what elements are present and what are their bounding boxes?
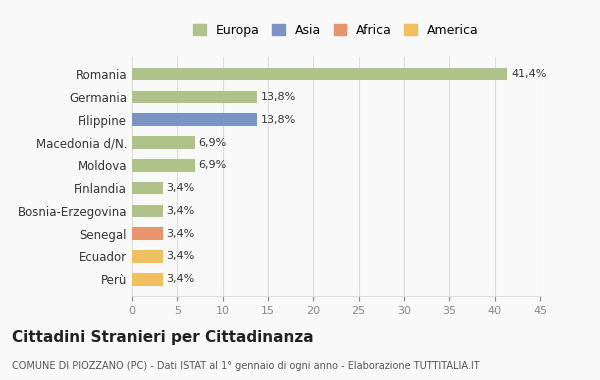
Text: 6,9%: 6,9%: [198, 138, 226, 147]
Text: 13,8%: 13,8%: [261, 92, 296, 102]
Bar: [132, 91, 257, 103]
Text: 41,4%: 41,4%: [511, 69, 547, 79]
Bar: [132, 159, 194, 172]
Text: Cittadini Stranieri per Cittadinanza: Cittadini Stranieri per Cittadinanza: [12, 330, 314, 345]
Bar: [132, 136, 194, 149]
Bar: [132, 250, 163, 263]
Bar: [132, 114, 257, 126]
Text: COMUNE DI PIOZZANO (PC) - Dati ISTAT al 1° gennaio di ogni anno - Elaborazione T: COMUNE DI PIOZZANO (PC) - Dati ISTAT al …: [12, 361, 479, 370]
Bar: [132, 204, 163, 217]
Text: 13,8%: 13,8%: [261, 115, 296, 125]
Text: 3,4%: 3,4%: [166, 252, 195, 261]
Legend: Europa, Asia, Africa, America: Europa, Asia, Africa, America: [190, 20, 482, 41]
Bar: [132, 68, 508, 81]
Text: 3,4%: 3,4%: [166, 274, 195, 284]
Text: 3,4%: 3,4%: [166, 183, 195, 193]
Bar: [132, 227, 163, 240]
Text: 3,4%: 3,4%: [166, 229, 195, 239]
Text: 3,4%: 3,4%: [166, 206, 195, 216]
Bar: [132, 273, 163, 285]
Bar: [132, 182, 163, 194]
Text: 6,9%: 6,9%: [198, 160, 226, 170]
